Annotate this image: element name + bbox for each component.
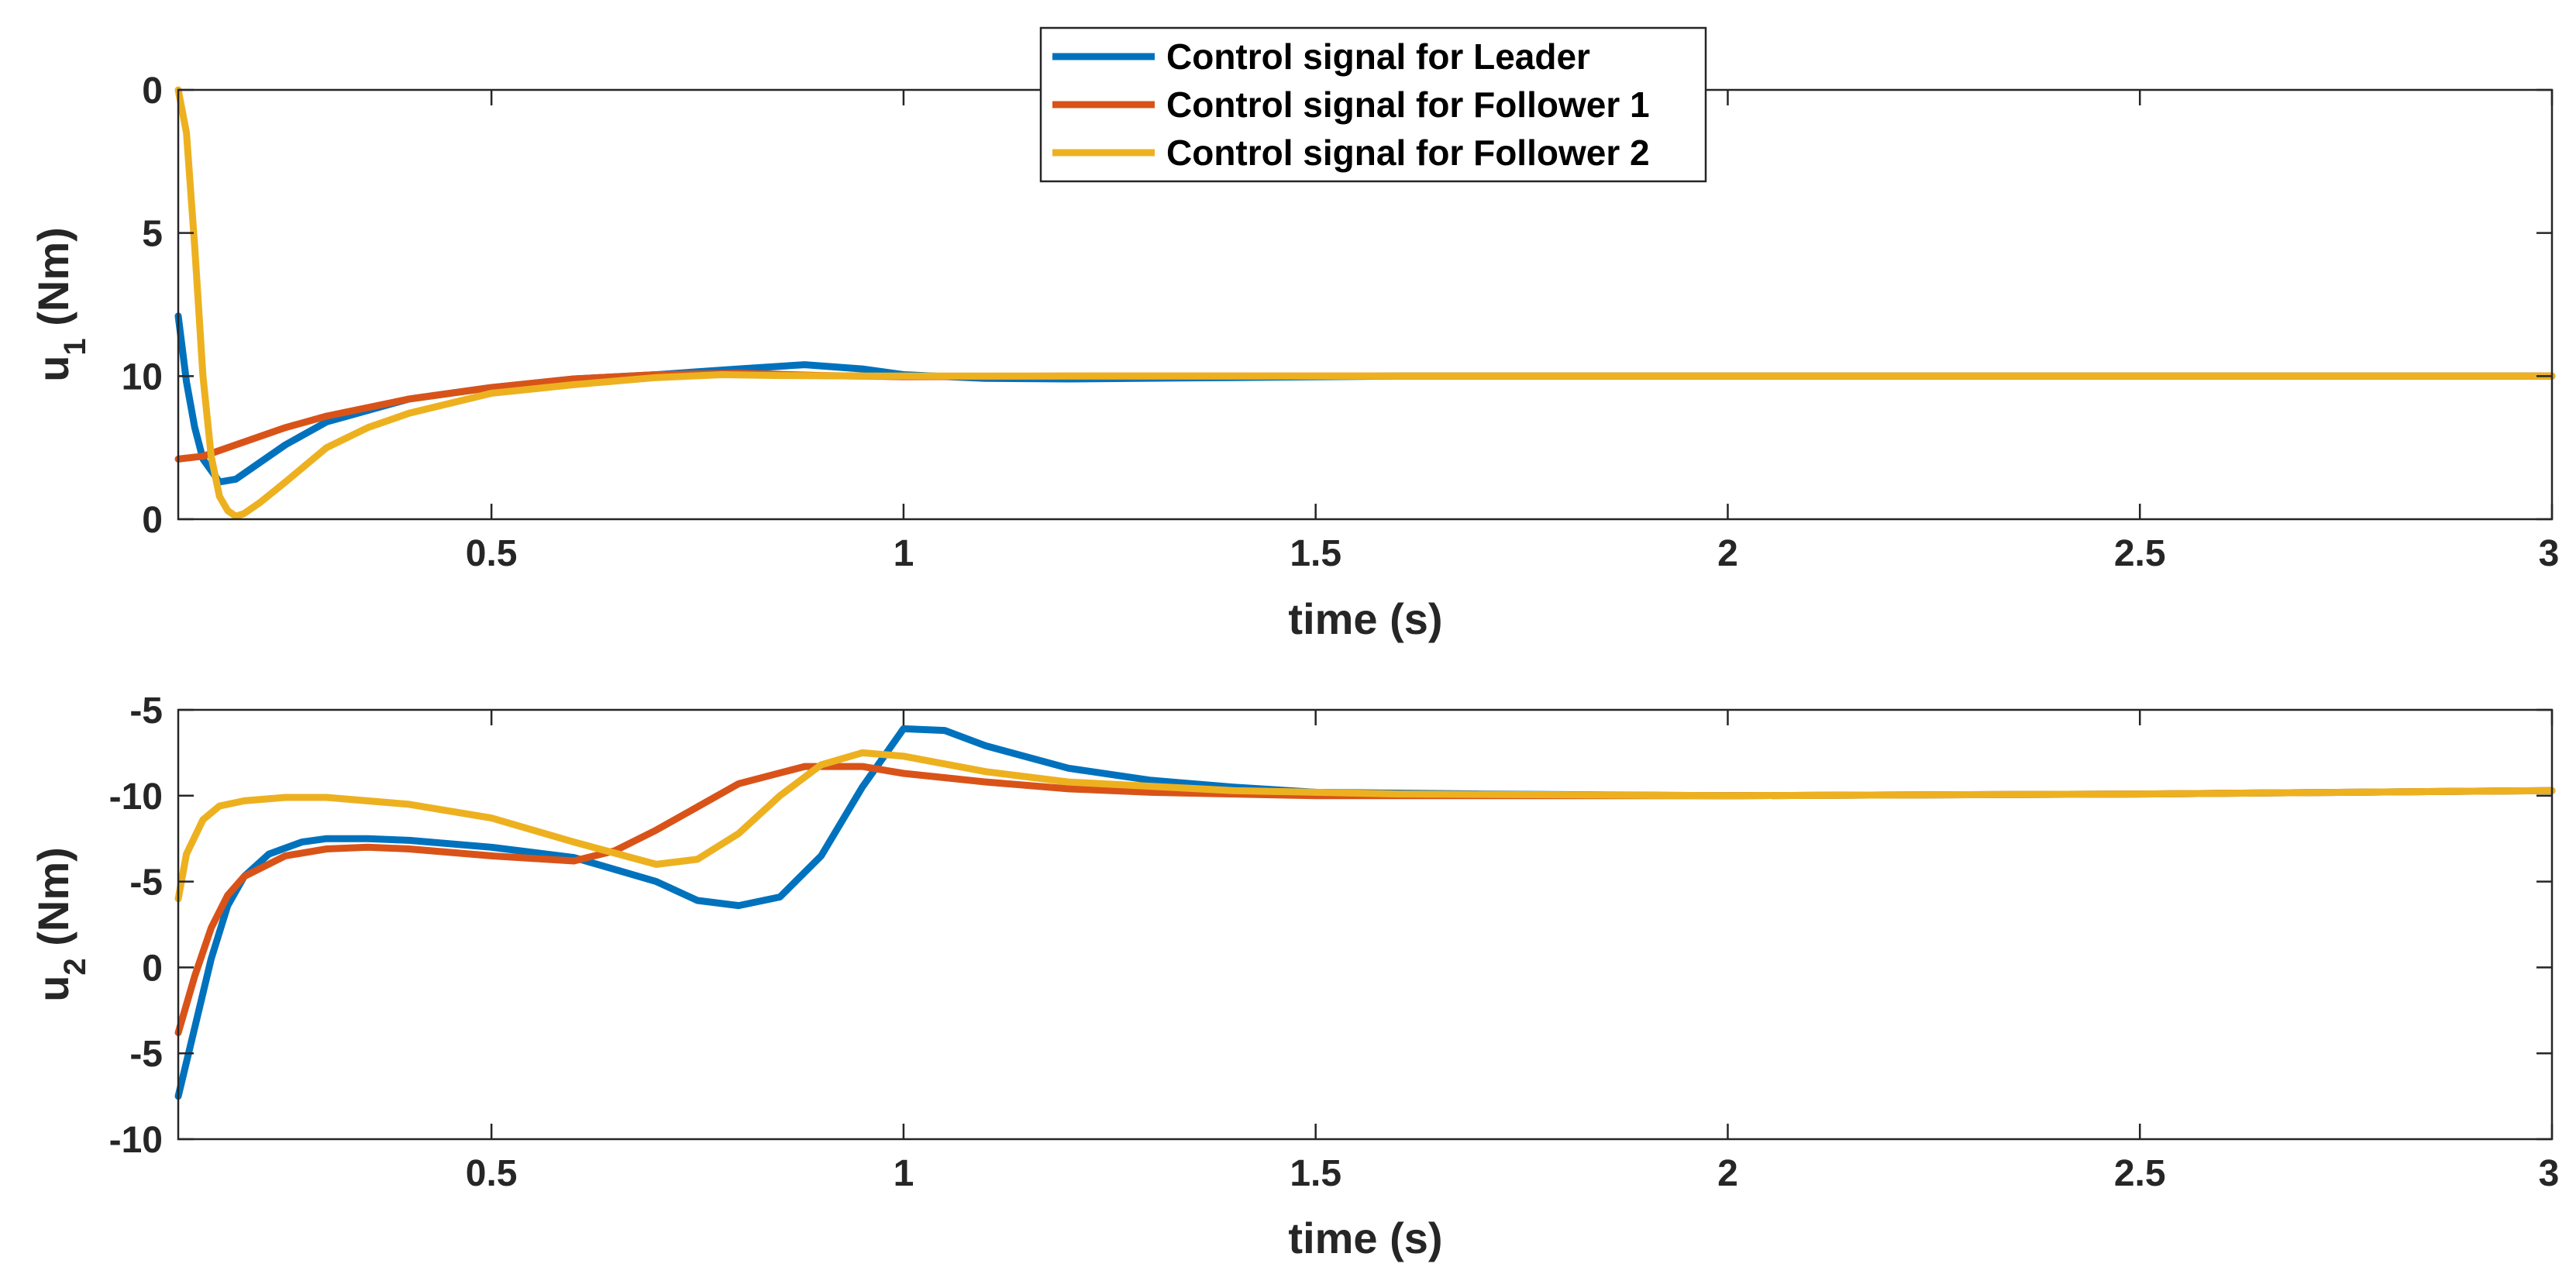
u2-xtick-label: 0.5 <box>466 1153 518 1194</box>
chart-u2: 0.5 1 1.5 2 2.5 3-5-10-50-5-10 time (s) u2 (N… <box>29 690 2559 1262</box>
u1-series-control-signal-for-follower-2 <box>174 86 2556 520</box>
u2-ytick-label: -5 <box>129 690 163 732</box>
u1-ylabel-subscript: 1 <box>58 338 92 355</box>
u1-xtick-label: 1.5 <box>1290 533 1341 574</box>
legend-label-leader: Control signal for Leader <box>1166 36 1590 77</box>
legend-label-follower-2: Control signal for Follower 2 <box>1166 133 1650 173</box>
u2-ytick-label: -10 <box>109 1120 163 1161</box>
u1-xtick-label: 1 <box>894 533 914 574</box>
u2-axes-box <box>177 708 2554 1141</box>
u1-series-layer <box>174 86 2556 520</box>
u2-ylabel-unit: (Nm) <box>29 847 77 958</box>
u2-ytick-label: -5 <box>129 1034 163 1075</box>
u1-tick-layer: 0.5 1 1.5 2 2.5 3 0 5 10 0 <box>122 71 2560 574</box>
u1-ylabel-base: u <box>29 356 77 382</box>
u2-ylabel: u2 (Nm) <box>29 847 92 1002</box>
u2-series-control-signal-for-follower-2 <box>174 749 2556 903</box>
u1-xtick-label: 2 <box>1717 533 1738 574</box>
u1-ytick-label: 0 <box>142 71 163 112</box>
u2-xtick-label: 3 <box>2539 1153 2560 1194</box>
u1-xtick-label: 2.5 <box>2114 533 2166 574</box>
u2-ytick-label: 0 <box>142 948 163 989</box>
u2-xtick-label: 1 <box>894 1153 914 1194</box>
u1-ytick-label: 0 <box>142 500 163 541</box>
u2-xlabel: time (s) <box>1288 1214 1442 1262</box>
u2-xtick-label: 2 <box>1717 1153 1738 1194</box>
u2-ylabel-subscript: 2 <box>58 958 92 975</box>
u2-ytick-label: -10 <box>109 776 163 818</box>
legend-label-follower-1: Control signal for Follower 1 <box>1166 84 1650 125</box>
u2-xtick-label: 1.5 <box>1290 1153 1341 1194</box>
u1-xtick-label: 0.5 <box>466 533 518 574</box>
u2-ytick-label: -5 <box>129 863 163 904</box>
u1-ylabel-unit: (Nm) <box>29 227 77 338</box>
u1-xtick-label: 3 <box>2539 533 2560 574</box>
u2-ylabel-base: u <box>29 976 77 1002</box>
u2-tick-layer: 0.5 1 1.5 2 2.5 3 -5 -10 -5 0 -5 -10 <box>109 690 2560 1194</box>
u1-ytick-label: 10 <box>122 356 163 398</box>
u1-ytick-label: 5 <box>142 214 163 255</box>
u1-ylabel: u1 (Nm) <box>29 227 92 382</box>
u2-series-layer <box>174 725 2556 1100</box>
legend: Control signal for Leader Control signal… <box>1039 26 1707 183</box>
u2-xtick-label: 2.5 <box>2114 1153 2166 1194</box>
u1-xlabel: time (s) <box>1288 594 1442 643</box>
